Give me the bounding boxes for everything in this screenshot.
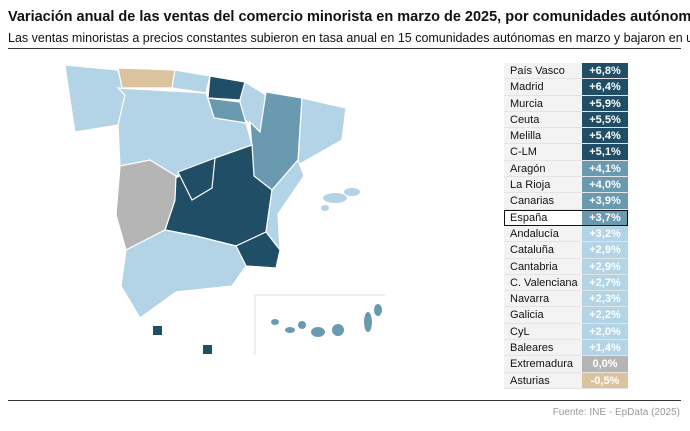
table-row: Andalucía +3,2% (504, 225, 628, 243)
region-canarias (271, 319, 279, 325)
region-value: +3,2% (582, 225, 628, 242)
region-label: CyL (504, 323, 582, 340)
table-row: España +3,7% (504, 209, 628, 226)
region-canarias (285, 327, 295, 333)
region-label: La Rioja (504, 177, 582, 193)
region-value: +2,0% (582, 323, 628, 340)
region-pa-s-vasco (207, 75, 246, 101)
table-row: La Rioja +4,0% (504, 177, 628, 194)
region-value: +2,9% (582, 258, 628, 274)
region-label: Asturias (504, 372, 582, 388)
values-table: País Vasco +6,8% Madrid +6,4% Murcia +5,9% Ceu… (504, 63, 628, 389)
region-label: C. Valenciana (504, 274, 582, 291)
region-baleares (321, 205, 329, 211)
chart-title: Variación anual de las ventas del comerc… (8, 9, 690, 25)
table-row: Galicia +2,2% (504, 307, 628, 324)
region-value: -0,5% (582, 372, 628, 388)
region-value: +6,4% (582, 79, 628, 95)
region-value: +5,1% (582, 144, 628, 160)
region-value: +2,7% (582, 274, 628, 291)
region-value: +5,4% (582, 128, 628, 144)
region-value: +3,7% (582, 209, 628, 225)
region-label: Extremadura (504, 356, 582, 372)
region-value: +4,1% (582, 160, 628, 177)
region-baleares (323, 193, 347, 203)
region-label: España (504, 209, 582, 225)
source-note: Fuente: INE - EpData (2025) (552, 407, 680, 418)
region-value: +6,8% (582, 63, 628, 79)
region-label: Melilla (504, 128, 582, 144)
region-canarias (364, 312, 372, 332)
bottom-divider (8, 400, 681, 401)
region-label: C-LM (504, 144, 582, 160)
region-label: Madrid (504, 79, 582, 95)
table-row: Melilla +5,4% (504, 128, 628, 145)
top-divider (8, 48, 681, 49)
region-catalu-a (297, 97, 347, 167)
region-murcia (235, 231, 281, 269)
region-value: +2,2% (582, 307, 628, 323)
region-value: +2,3% (582, 291, 628, 307)
region-label: Ceuta (504, 111, 582, 128)
table-row: Madrid +6,4% (504, 79, 628, 96)
table-row: C-LM +5,1% (504, 144, 628, 161)
table-row: Ceuta +5,5% (504, 111, 628, 129)
region-canarias (298, 321, 306, 329)
table-row: Aragón +4,1% (504, 160, 628, 178)
table-row: Baleares +1,4% (504, 340, 628, 357)
table-row: Asturias -0,5% (504, 372, 628, 389)
region-value: +5,9% (582, 95, 628, 111)
region-extremadura (115, 159, 177, 251)
region-canarias (374, 304, 382, 316)
table-row: Murcia +5,9% (504, 95, 628, 112)
region-label: Baleares (504, 340, 582, 356)
region-value: +2,9% (582, 242, 628, 258)
region-label: Murcia (504, 95, 582, 111)
region-value: +4,0% (582, 177, 628, 193)
region-value: +5,5% (582, 111, 628, 128)
region-label: Cataluña (504, 242, 582, 258)
region-value: +3,9% (582, 193, 628, 209)
table-row: Canarias +3,9% (504, 193, 628, 210)
region-label: Aragón (504, 160, 582, 177)
region-label: Galicia (504, 307, 582, 323)
region-label: Canarias (504, 193, 582, 209)
table-row: C. Valenciana +2,7% (504, 274, 628, 292)
table-row: CyL +2,0% (504, 323, 628, 341)
chart-subtitle: Las ventas minoristas a precios constant… (8, 31, 690, 45)
table-row: Navarra +2,3% (504, 291, 628, 308)
region-asturias (117, 67, 176, 89)
region-andaluc-a (120, 229, 247, 319)
region-ceuta (153, 326, 162, 335)
region-value: 0,0% (582, 356, 628, 372)
table-row: Extremadura 0,0% (504, 356, 628, 373)
region-cantabria (171, 69, 211, 94)
region-melilla (203, 345, 212, 354)
region-canarias (332, 324, 344, 336)
spain-map (64, 64, 385, 355)
region-label: Cantabria (504, 258, 582, 274)
region-madrid (177, 157, 216, 201)
table-row: País Vasco +6,8% (504, 63, 628, 80)
region-label: Andalucía (504, 225, 582, 242)
region-label: Navarra (504, 291, 582, 307)
region-galicia (64, 64, 126, 133)
region-value: +1,4% (582, 340, 628, 356)
region-baleares (344, 188, 360, 196)
region-label: País Vasco (504, 63, 582, 79)
table-row: Cataluña +2,9% (504, 242, 628, 259)
canarias-inset-border (254, 294, 385, 355)
region-canarias (311, 327, 325, 337)
table-row: Cantabria +2,9% (504, 258, 628, 275)
